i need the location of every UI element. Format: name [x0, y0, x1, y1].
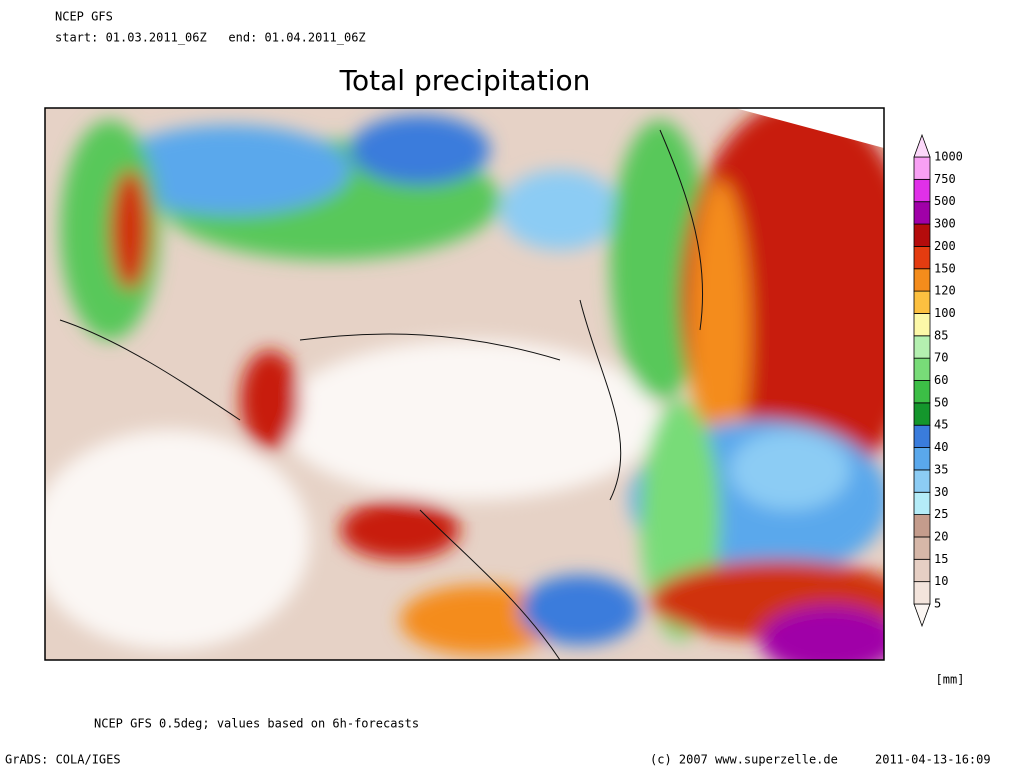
- legend-level-label: 120: [934, 284, 956, 298]
- legend-level-label: 750: [934, 172, 956, 186]
- legend-below-triangle: [913, 603, 931, 628]
- legend-swatch: [913, 558, 931, 583]
- legend-swatch: [913, 223, 931, 247]
- model-label: NCEP GFS: [55, 10, 113, 24]
- legend-swatch: [913, 245, 931, 270]
- legend-level-label: 150: [934, 261, 956, 275]
- legend-swatch: [913, 536, 931, 560]
- legend-level-label: 35: [934, 462, 948, 476]
- legend-level-label: 40: [934, 440, 948, 454]
- legend-level-label: 85: [934, 328, 948, 342]
- legend-swatch: [913, 491, 931, 516]
- legend-above-triangle: [913, 133, 931, 158]
- legend-level-label: 45: [934, 418, 948, 432]
- period-label: start: 01.03.2011_06Z end: 01.04.2011_06…: [55, 31, 366, 45]
- legend-swatch: [913, 469, 931, 493]
- legend-swatch: [913, 402, 931, 426]
- legend-swatch: [913, 380, 931, 404]
- legend-swatch: [913, 447, 931, 471]
- legend-level-label: 10: [934, 574, 948, 588]
- legend-level-label: 300: [934, 217, 956, 231]
- copyright: (c) 2007 www.superzelle.de: [650, 753, 838, 767]
- legend-swatch: [913, 156, 931, 180]
- legend-level-label: 5: [934, 597, 941, 611]
- legend-swatch: [913, 357, 931, 381]
- legend-swatch: [913, 178, 931, 203]
- legend-swatch: [913, 290, 931, 314]
- legend-swatch: [913, 581, 931, 605]
- unit-label: [mm]: [936, 673, 965, 687]
- legend-level-label: 50: [934, 395, 948, 409]
- footer-note: NCEP GFS 0.5deg; values based on 6h-fore…: [94, 717, 419, 731]
- software-credit: GrADS: COLA/IGES: [5, 753, 121, 767]
- legend-level-label: 25: [934, 507, 948, 521]
- map-frame: [44, 107, 885, 661]
- legend-level-label: 500: [934, 194, 956, 208]
- legend-swatch: [913, 313, 931, 337]
- map-title: Total precipitation: [339, 64, 591, 97]
- legend-level-label: 20: [934, 529, 948, 543]
- legend-swatch: [913, 268, 931, 292]
- legend-swatch: [913, 514, 931, 538]
- color-legend: 5 10 15 20 25 30 35 40 45 50 60 70 85 100 120 150 200 300…: [913, 133, 963, 628]
- legend-swatch: [913, 201, 931, 225]
- legend-level-label: 1000: [934, 150, 963, 164]
- legend-swatch: [913, 335, 931, 359]
- legend-swatch: [913, 424, 931, 448]
- legend-level-label: 60: [934, 373, 948, 387]
- legend-level-label: 200: [934, 239, 956, 253]
- legend-level-label: 70: [934, 351, 948, 365]
- legend-level-label: 100: [934, 306, 956, 320]
- legend-level-label: 30: [934, 485, 948, 499]
- timestamp: 2011-04-13-16:09: [875, 753, 991, 767]
- precipitation-map: [45, 108, 884, 660]
- legend-level-label: 15: [934, 552, 948, 566]
